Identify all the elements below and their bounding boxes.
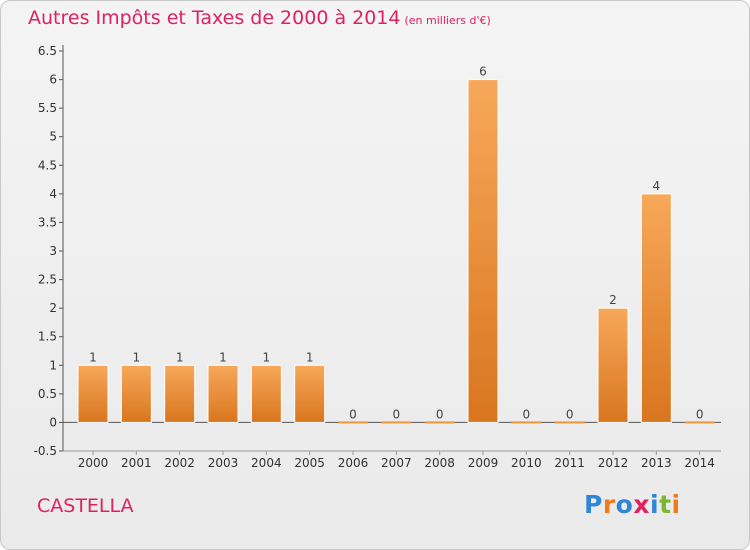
bar-2014[interactable] (684, 421, 715, 424)
bar-2003[interactable] (207, 364, 239, 423)
x-tick-label: 2011 (554, 456, 585, 470)
x-tick-label: 2001 (121, 456, 152, 470)
x-tick-label: 2013 (641, 456, 672, 470)
y-tick-label: 6 (49, 73, 57, 87)
logo-letter: x (633, 490, 650, 519)
bar-2001[interactable] (120, 364, 152, 423)
data-label: 6 (479, 65, 487, 79)
x-tick-label: 2014 (684, 456, 715, 470)
data-label: 2 (609, 293, 617, 307)
logo-letter: o (615, 490, 634, 519)
bar-2007[interactable] (381, 421, 412, 424)
y-tick-label: 1 (49, 358, 57, 372)
bar-2008[interactable] (424, 421, 455, 424)
logo-letter: t (659, 490, 672, 519)
bar-2010[interactable] (511, 421, 542, 424)
bar-2012[interactable] (597, 307, 629, 423)
logo-letter: r (602, 490, 616, 519)
data-label: 1 (219, 350, 227, 364)
x-tick-label: 2007 (381, 456, 412, 470)
data-label: 0 (436, 407, 444, 421)
y-tick-label: 3.5 (38, 215, 57, 229)
data-label: 0 (696, 407, 704, 421)
bar-2009[interactable] (467, 79, 499, 423)
bar-2002[interactable] (164, 364, 196, 423)
data-label: 0 (566, 407, 574, 421)
data-label: 1 (133, 350, 141, 364)
x-tick-label: 2006 (338, 456, 369, 470)
x-tick-label: 2002 (164, 456, 195, 470)
x-tick-label: 2012 (598, 456, 629, 470)
y-tick-label: -0.5 (34, 444, 57, 458)
bar-2006[interactable] (338, 421, 368, 424)
chart-title-text: Autres Impôts et Taxes de 2000 à 2014 (28, 7, 401, 29)
y-tick-label: 5.5 (38, 101, 57, 115)
y-tick-label: 0 (49, 415, 57, 429)
y-tick-label: 6.5 (38, 44, 57, 58)
y-tick-label: 3 (49, 244, 57, 258)
logo-letter: i (650, 490, 660, 519)
x-tick-label: 2009 (468, 456, 499, 470)
y-tick-label: 4 (49, 187, 57, 201)
y-tick-label: 2.5 (38, 273, 57, 287)
bar-2004[interactable] (250, 364, 282, 423)
data-label: 0 (523, 407, 531, 421)
data-label: 4 (653, 179, 661, 193)
x-tick-label: 2008 (424, 456, 455, 470)
data-label: 1 (306, 350, 314, 364)
logo-letter: i (671, 490, 681, 519)
commune-name: CASTELLA (37, 495, 134, 517)
x-tick-label: 2010 (511, 456, 542, 470)
bar-2011[interactable] (554, 421, 585, 424)
logo-letter: P (584, 490, 603, 519)
chart-subtitle: (en milliers d'€) (404, 14, 491, 27)
data-label: 1 (176, 350, 184, 364)
bar-2005[interactable] (294, 364, 326, 423)
x-tick-label: 2005 (294, 456, 325, 470)
bar-2000[interactable] (77, 364, 109, 423)
data-label: 1 (263, 350, 271, 364)
bar-2013[interactable] (640, 193, 672, 423)
x-tick-label: 2000 (78, 456, 109, 470)
data-label: 0 (349, 407, 357, 421)
chart-bars (77, 79, 715, 424)
chart-title: Autres Impôts et Taxes de 2000 à 2014 (en… (28, 7, 491, 29)
data-label: 1 (89, 350, 97, 364)
y-tick-label: 1.5 (38, 330, 57, 344)
y-tick-label: 2 (49, 301, 57, 315)
y-tick-label: 5 (49, 130, 57, 144)
y-tick-label: 0.5 (38, 387, 57, 401)
proxiti-logo[interactable]: Proxiti (584, 490, 681, 519)
x-tick-label: 2003 (208, 456, 239, 470)
data-label: 0 (393, 407, 401, 421)
chart-labels: 1200012001120021200312004120050200602007… (78, 65, 715, 470)
y-tick-label: 4.5 (38, 158, 57, 172)
x-tick-label: 2004 (251, 456, 282, 470)
